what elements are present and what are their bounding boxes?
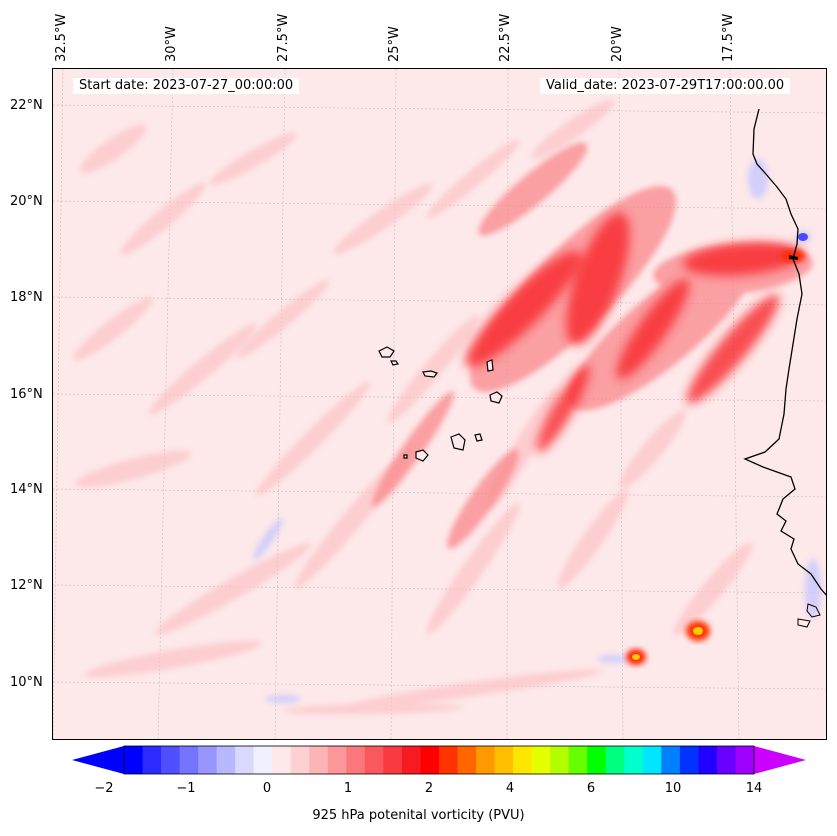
lat-label-18n: 18°N — [10, 290, 43, 305]
lat-label-20n: 20°N — [10, 194, 43, 209]
pv-field-map — [53, 69, 826, 739]
colorbar-segment — [568, 746, 588, 774]
colorbar-tick: 2 — [424, 781, 434, 796]
colorbar-segment — [494, 746, 514, 774]
colorbar-segment — [253, 746, 273, 774]
colorbar-tick: 6 — [586, 781, 596, 796]
colorbar-segment — [716, 746, 736, 774]
colorbar-segment — [198, 746, 218, 774]
colorbar-segments — [124, 746, 755, 774]
african-coastline — [743, 108, 826, 596]
colorbar-segment — [550, 746, 570, 774]
coastline-detail — [789, 255, 798, 260]
colorbar-tick: 1 — [343, 781, 353, 796]
colorbar-segment — [679, 746, 699, 774]
colorbar-segment — [327, 746, 347, 774]
cape-verde-islands — [378, 346, 503, 462]
colorbar-segment — [290, 746, 310, 774]
colorbar-segment — [698, 746, 718, 774]
colorbar-segment — [457, 746, 477, 774]
lat-label-14n: 14°N — [10, 482, 43, 497]
pv-negative-core — [798, 233, 808, 241]
colorbar-segment — [624, 746, 644, 774]
lon-label-25w: 25°W — [387, 26, 402, 62]
colorbar-segment — [235, 746, 255, 774]
colorbar-segment — [346, 746, 366, 774]
lat-label-12n: 12°N — [10, 578, 43, 593]
colorbar-extend-low — [72, 746, 124, 774]
colorbar-segment — [142, 746, 162, 774]
lon-label-20w: 20°W — [610, 26, 625, 62]
lon-label-27-5w: 27.5°W — [276, 13, 291, 62]
lat-label-10n: 10°N — [10, 675, 43, 690]
colorbar-segment — [401, 746, 421, 774]
lon-label-22-5w: 22.5°W — [498, 13, 513, 62]
bijagos-islands-2 — [797, 618, 811, 628]
pv-streaks-light — [73, 99, 753, 715]
colorbar-segment — [420, 746, 440, 774]
colorbar-segment — [513, 746, 533, 774]
colorbar-segment — [587, 746, 607, 774]
bijagos-islands — [806, 603, 821, 618]
colorbar-segment — [661, 746, 681, 774]
colorbar-segment — [179, 746, 199, 774]
colorbar-segment — [272, 746, 292, 774]
colorbar-segment — [439, 746, 459, 774]
pv-streaks-strong — [465, 212, 803, 453]
colorbar-segment — [216, 746, 236, 774]
start-date-label: Start date: 2023-07-27_00:00:00 — [73, 78, 300, 94]
colorbar-extend-high — [754, 746, 806, 774]
colorbar-tick: 0 — [262, 781, 272, 796]
colorbar-tick: 4 — [505, 781, 515, 796]
lon-label-32-5w: 32.5°W — [54, 13, 69, 62]
colorbar-segment — [161, 746, 181, 774]
colorbar-tick: −2 — [94, 781, 114, 796]
colorbar-segment — [476, 746, 496, 774]
colorbar-tick: 14 — [745, 781, 763, 796]
colorbar-segment — [124, 746, 144, 774]
colorbar-outline — [123, 745, 755, 775]
colorbar — [72, 745, 806, 775]
colorbar-tick: 10 — [664, 781, 682, 796]
lon-label-17-5w: 17.5°W — [721, 13, 736, 62]
pv-negative-patches — [253, 159, 821, 703]
valid-date-label: Valid_date: 2023-07-29T17:00:00.00 — [540, 78, 791, 94]
lat-label-22n: 22°N — [10, 98, 43, 113]
colorbar-segment — [531, 746, 551, 774]
lat-label-16n: 16°N — [10, 387, 43, 402]
colorbar-segment — [735, 746, 755, 774]
lon-label-30w: 30°W — [164, 26, 179, 62]
colorbar-segment — [642, 746, 662, 774]
colorbar-segment — [605, 746, 625, 774]
colorbar-segment — [309, 746, 329, 774]
colorbar-segment — [383, 746, 403, 774]
colorbar-label: 925 hPa potenital vorticity (PVU) — [312, 808, 525, 823]
colorbar-segment — [364, 746, 384, 774]
map-panel — [52, 68, 827, 740]
colorbar-tick: −1 — [176, 781, 196, 796]
